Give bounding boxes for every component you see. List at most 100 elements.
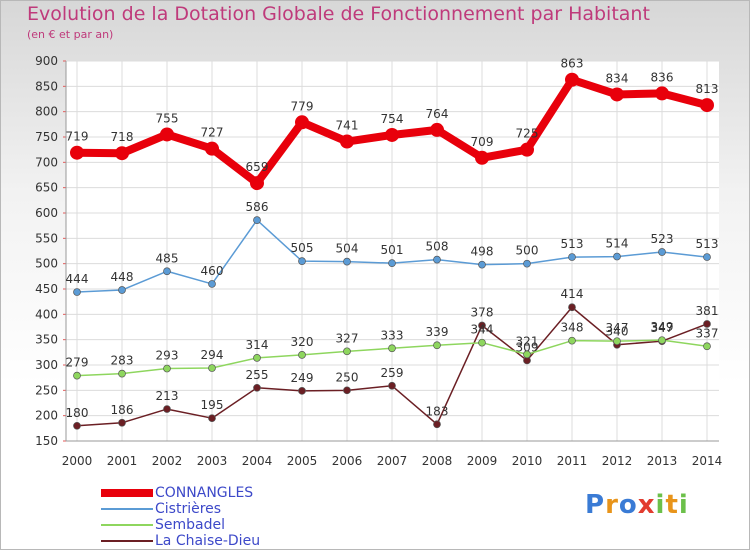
chart-subtitle: (en € et par an) — [27, 28, 114, 41]
y-tick-label: 400 — [35, 307, 58, 321]
data-label: 183 — [426, 404, 449, 418]
y-tick-label: 850 — [35, 79, 58, 93]
data-point — [658, 336, 666, 345]
data-point — [73, 371, 81, 380]
legend-item: Sembadel — [101, 517, 361, 533]
data-point — [430, 122, 444, 137]
data-label: 448 — [111, 270, 134, 284]
y-tick-label: 800 — [35, 105, 58, 119]
legend-label: Sembadel — [155, 517, 225, 533]
x-tick-label: 2013 — [647, 454, 678, 468]
data-label: 513 — [696, 237, 719, 251]
data-point — [298, 351, 306, 359]
x-tick-label: 2007 — [377, 454, 408, 468]
data-point — [700, 98, 714, 113]
logo-letter: P — [585, 490, 606, 520]
data-point — [655, 86, 669, 101]
data-point — [163, 364, 171, 373]
data-label: 349 — [651, 320, 674, 334]
data-label: 186 — [111, 403, 134, 417]
data-label: 659 — [246, 160, 269, 174]
data-point — [703, 253, 711, 261]
y-tick-label: 600 — [35, 206, 58, 220]
data-point — [205, 141, 219, 156]
data-point — [613, 252, 621, 261]
x-tick-label: 2012 — [602, 454, 633, 468]
data-label: 249 — [291, 371, 314, 385]
data-label: 444 — [66, 272, 89, 286]
data-label: 259 — [381, 366, 404, 380]
data-label: 755 — [156, 111, 179, 125]
data-point — [253, 216, 261, 224]
data-label: 314 — [246, 338, 269, 352]
data-label: 195 — [201, 398, 224, 412]
data-label: 586 — [246, 200, 269, 214]
data-label: 508 — [426, 240, 449, 254]
data-label: 340 — [606, 325, 629, 339]
data-label: 414 — [561, 287, 584, 301]
legend-item: La Chaise-Dieu — [101, 533, 361, 549]
data-point — [208, 280, 216, 288]
data-point — [385, 127, 399, 142]
logo-letter: i — [678, 490, 689, 520]
data-point — [73, 421, 81, 430]
data-label: 725 — [516, 127, 539, 141]
data-label: 279 — [66, 356, 89, 370]
x-tick-label: 2002 — [152, 454, 183, 468]
data-point — [388, 381, 396, 390]
x-tick-label: 2010 — [512, 454, 543, 468]
logo-letter: x — [637, 490, 656, 520]
proxiti-logo: Proxiti — [585, 490, 689, 520]
data-label: 501 — [381, 243, 404, 257]
data-label: 327 — [336, 331, 359, 345]
y-tick-label: 150 — [35, 434, 58, 448]
legend-swatch — [101, 524, 153, 526]
data-label: 460 — [201, 264, 224, 278]
x-tick-label: 2008 — [422, 454, 453, 468]
data-label: 505 — [291, 241, 314, 255]
data-point — [343, 386, 351, 395]
data-point — [298, 257, 306, 265]
y-tick-label: 900 — [35, 54, 58, 68]
data-point — [565, 72, 579, 87]
logo-letter: t — [665, 490, 679, 520]
data-point — [73, 288, 81, 296]
data-point — [703, 320, 711, 328]
data-label: 709 — [471, 135, 494, 149]
data-point — [160, 127, 174, 142]
data-point — [163, 267, 171, 276]
data-point — [520, 142, 534, 157]
data-label: 718 — [111, 130, 134, 144]
data-point — [478, 321, 486, 330]
x-tick-label: 2005 — [287, 454, 318, 468]
data-point — [433, 341, 441, 350]
y-tick-label: 250 — [35, 383, 58, 397]
data-point — [568, 336, 576, 345]
data-label: 727 — [201, 126, 224, 140]
data-point — [703, 342, 711, 351]
y-tick-label: 650 — [35, 181, 58, 195]
data-point — [298, 386, 306, 395]
x-tick-label: 2000 — [62, 454, 93, 468]
data-label: 500 — [516, 244, 539, 258]
chart-title: Evolution de la Dotation Globale de Fonc… — [27, 3, 650, 25]
data-point — [208, 414, 216, 423]
data-point — [433, 255, 441, 264]
logo-letter: o — [618, 490, 638, 520]
y-tick-label: 200 — [35, 409, 58, 423]
x-tick-label: 2014 — [692, 454, 723, 468]
data-point — [208, 364, 216, 372]
x-tick-label: 2011 — [557, 454, 588, 468]
data-point — [340, 134, 354, 149]
data-point — [568, 303, 576, 312]
data-point — [250, 176, 264, 191]
x-tick-label: 2006 — [332, 454, 363, 468]
data-point — [433, 420, 441, 429]
data-point — [253, 383, 261, 392]
legend-label: Cistrières — [155, 501, 222, 517]
data-label: 309 — [516, 340, 539, 354]
data-label: 498 — [471, 245, 494, 259]
data-label: 485 — [156, 251, 179, 265]
logo-letter: r — [605, 490, 619, 520]
data-point — [343, 257, 351, 266]
